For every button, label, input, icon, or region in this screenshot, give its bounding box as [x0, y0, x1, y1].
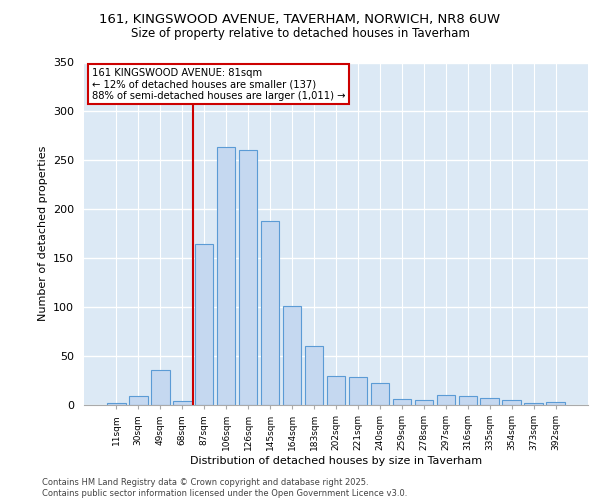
Bar [173, 401, 191, 405]
Bar [502, 400, 521, 405]
Bar [107, 403, 125, 405]
Bar [349, 376, 367, 405]
Bar [392, 399, 411, 405]
X-axis label: Distribution of detached houses by size in Taverham: Distribution of detached houses by size … [190, 456, 482, 466]
Bar [305, 346, 323, 405]
Bar [326, 376, 346, 405]
Bar [151, 370, 170, 405]
Text: Contains HM Land Registry data © Crown copyright and database right 2025.
Contai: Contains HM Land Registry data © Crown c… [42, 478, 407, 498]
Bar [547, 402, 565, 405]
Bar [458, 396, 477, 405]
Bar [371, 384, 389, 405]
Bar [239, 150, 257, 405]
Y-axis label: Number of detached properties: Number of detached properties [38, 146, 47, 322]
Bar [524, 403, 543, 405]
Bar [217, 146, 235, 405]
Text: Size of property relative to detached houses in Taverham: Size of property relative to detached ho… [131, 28, 469, 40]
Bar [481, 398, 499, 405]
Bar [415, 400, 433, 405]
Bar [283, 306, 301, 405]
Bar [261, 221, 280, 405]
Text: 161, KINGSWOOD AVENUE, TAVERHAM, NORWICH, NR8 6UW: 161, KINGSWOOD AVENUE, TAVERHAM, NORWICH… [100, 12, 500, 26]
Bar [129, 396, 148, 405]
Bar [437, 395, 455, 405]
Bar [195, 244, 214, 405]
Text: 161 KINGSWOOD AVENUE: 81sqm
← 12% of detached houses are smaller (137)
88% of se: 161 KINGSWOOD AVENUE: 81sqm ← 12% of det… [92, 68, 345, 101]
